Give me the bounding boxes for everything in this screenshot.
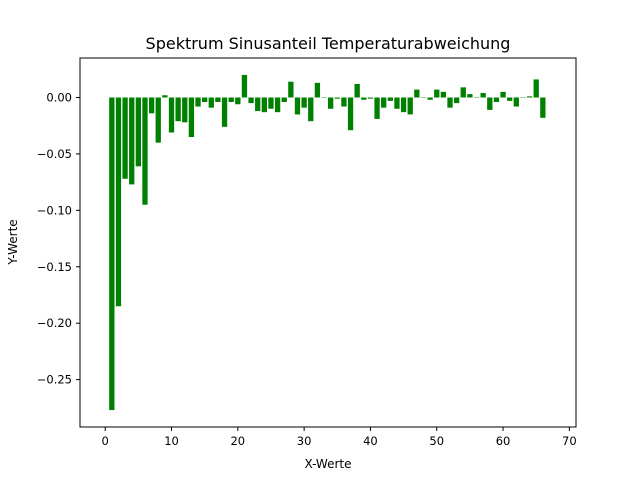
bar-52 bbox=[447, 97, 453, 108]
x-tick-label-20: 20 bbox=[230, 434, 245, 448]
bar-26 bbox=[274, 97, 281, 113]
bars-layer bbox=[109, 74, 546, 411]
bar-11 bbox=[175, 97, 181, 122]
bar-30 bbox=[301, 97, 307, 108]
bar-9 bbox=[162, 95, 168, 98]
bar-43 bbox=[387, 97, 393, 101]
plot-frame bbox=[79, 57, 577, 428]
bar-32 bbox=[314, 82, 321, 98]
bar-53 bbox=[453, 97, 460, 104]
bar-20 bbox=[235, 97, 241, 105]
bar-21 bbox=[241, 74, 248, 98]
bar-7 bbox=[148, 97, 155, 114]
bar-35 bbox=[334, 97, 340, 99]
bar-64 bbox=[526, 96, 533, 98]
x-tick-label-0: 0 bbox=[102, 434, 109, 448]
x-tick-label-10: 10 bbox=[164, 434, 179, 448]
bar-3 bbox=[122, 97, 128, 179]
bar-6 bbox=[142, 97, 148, 205]
bar-25 bbox=[268, 97, 274, 109]
bar-8 bbox=[155, 97, 161, 143]
bar-44 bbox=[394, 97, 400, 109]
bar-16 bbox=[208, 97, 214, 108]
bar-4 bbox=[129, 97, 135, 185]
bar-54 bbox=[460, 87, 466, 98]
bar-39 bbox=[361, 97, 367, 100]
bar-27 bbox=[281, 97, 287, 103]
bar-61 bbox=[507, 97, 513, 101]
bar-41 bbox=[374, 97, 380, 119]
ticks-layer: 0 10 20 30 40 50 60 70 0.00 −0.05 −0.10 −0.15 −0.20 −… bbox=[37, 90, 577, 448]
y-tick-label-0: 0.00 bbox=[46, 90, 72, 104]
x-axis-label: X-Werte bbox=[304, 457, 351, 471]
bar-34 bbox=[328, 97, 334, 109]
bar-58 bbox=[487, 97, 493, 110]
bar-62 bbox=[513, 97, 519, 107]
y-tick-label-1: −0.05 bbox=[37, 147, 72, 161]
bar-1 bbox=[109, 97, 115, 411]
bar-31 bbox=[308, 97, 314, 122]
bar-55 bbox=[467, 94, 473, 98]
bar-29 bbox=[294, 97, 301, 115]
bar-49 bbox=[427, 97, 433, 100]
bar-36 bbox=[341, 97, 347, 107]
bar-59 bbox=[493, 97, 500, 103]
x-tick-label-40: 40 bbox=[363, 434, 378, 448]
bar-46 bbox=[407, 97, 413, 115]
bar-47 bbox=[414, 89, 420, 98]
bar-22 bbox=[248, 97, 254, 104]
bar-50 bbox=[434, 89, 440, 98]
bar-57 bbox=[480, 92, 486, 98]
bar-12 bbox=[182, 97, 188, 123]
x-tick-label-30: 30 bbox=[297, 434, 312, 448]
y-tick-label-5: −0.25 bbox=[37, 373, 72, 387]
y-tick-label-4: −0.20 bbox=[37, 316, 72, 330]
bar-45 bbox=[400, 97, 407, 113]
bar-2 bbox=[115, 97, 122, 307]
x-tick-label-50: 50 bbox=[429, 434, 444, 448]
bar-66 bbox=[540, 97, 546, 118]
bar-14 bbox=[195, 97, 201, 107]
bar-24 bbox=[261, 97, 267, 113]
bar-42 bbox=[381, 97, 387, 108]
y-axis-label: Y-Werte bbox=[6, 219, 20, 265]
chart-title: Spektrum Sinusanteil Temperaturabweichun… bbox=[146, 34, 511, 53]
bar-38 bbox=[354, 83, 360, 98]
x-tick-label-70: 70 bbox=[562, 434, 577, 448]
bar-13 bbox=[188, 97, 195, 137]
bar-28 bbox=[288, 81, 294, 98]
bar-51 bbox=[440, 91, 447, 98]
bar-65 bbox=[533, 79, 539, 98]
bar-17 bbox=[215, 97, 221, 103]
y-tick-label-3: −0.15 bbox=[37, 260, 72, 274]
bar-18 bbox=[221, 97, 228, 127]
bar-10 bbox=[168, 97, 175, 133]
bar-40 bbox=[367, 97, 374, 99]
bar-15 bbox=[202, 97, 208, 103]
bar-23 bbox=[255, 97, 261, 112]
bar-5 bbox=[135, 97, 141, 167]
x-tick-label-60: 60 bbox=[496, 434, 511, 448]
bar-37 bbox=[347, 97, 354, 131]
bar-19 bbox=[228, 97, 234, 103]
bar-60 bbox=[500, 91, 506, 98]
y-tick-label-2: −0.10 bbox=[37, 203, 72, 217]
